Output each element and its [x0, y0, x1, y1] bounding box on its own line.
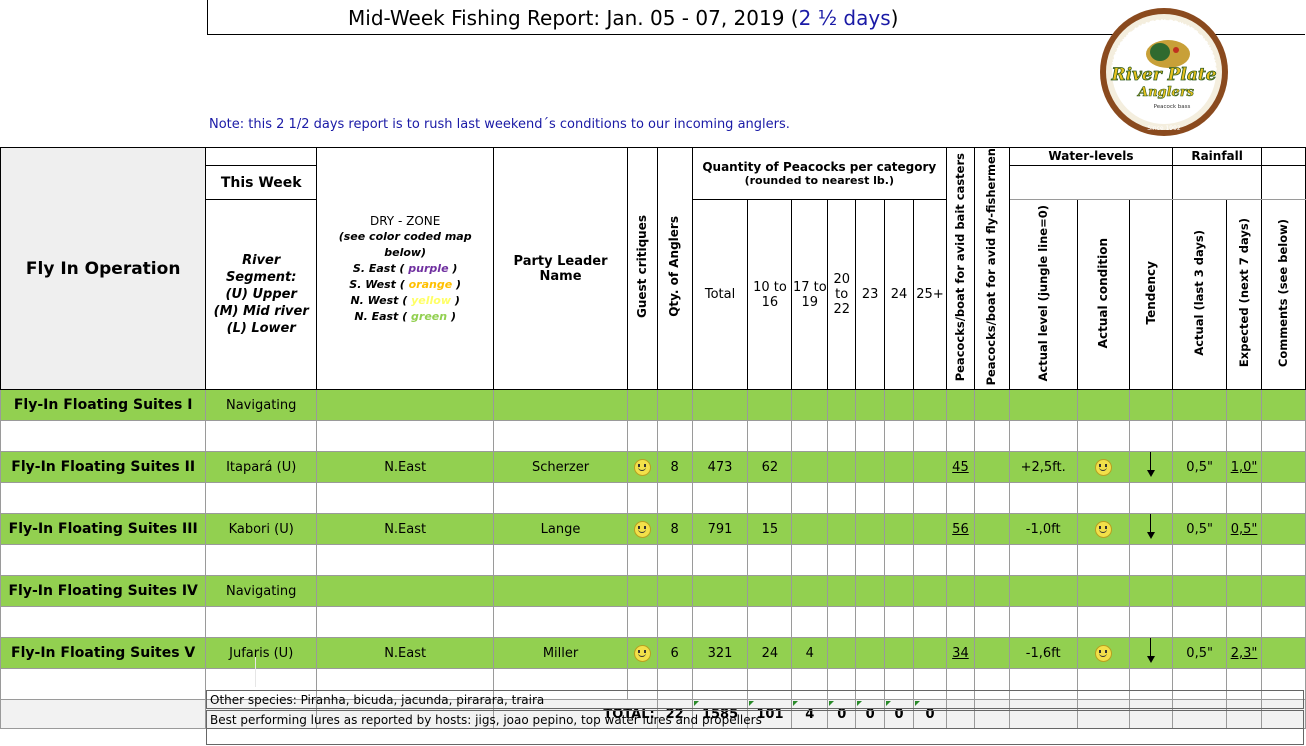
smiley-icon	[633, 644, 651, 662]
totals-row: TOTAL: 22 1585 101 4 0 0 0 0	[0, 699, 1306, 730]
report-title: Mid-Week Fishing Report: Jan. 05 - 07, 2…	[207, 0, 1305, 35]
c10-16-header: 10 to 16	[747, 199, 793, 391]
guest-critiques-header: Guest critiques	[626, 146, 658, 391]
total-label: TOTAL:	[493, 699, 658, 730]
rainfall-header: Rainfall	[1172, 147, 1262, 166]
peacocks-boat-fly-header: Peacocks/boat for avid fly-fishermen	[973, 146, 1010, 391]
peacocks-boat-bait-header: Peacocks/boat for avid bait casters	[945, 146, 975, 391]
river-segment-header: River Segment: (U) Upper (M) Mid river (…	[205, 199, 318, 391]
peacocks-boat-link[interactable]: 45	[945, 451, 975, 484]
actual-condition-header: Actual condition	[1076, 199, 1131, 391]
river-plate-anglers-logo: EXCLUSIVE AMAZON PRIVATE FISHERIES River…	[1098, 6, 1230, 138]
title-main: Mid-Week Fishing Report: Jan. 05 - 07, 2…	[348, 6, 799, 30]
table-row: Fly-In Floating Suites I Navigating	[0, 389, 1306, 422]
tendency-header: Tendency	[1129, 199, 1174, 391]
title-days: 2 ½ days	[798, 6, 891, 30]
logo-line1: River Plate	[1110, 65, 1216, 85]
c24-header: 24	[884, 199, 915, 391]
smiley-icon	[1095, 520, 1113, 538]
table-row: Fly-In Floating Suites III Kabori (U) N.…	[0, 513, 1306, 546]
total-col-header: Total	[691, 199, 749, 391]
peacocks-boat-link[interactable]: 56	[945, 513, 975, 546]
actual-level-header: Actual level (jungle line=0)	[1008, 199, 1078, 391]
table-row: Fly-In Floating Suites V Jufaris (U) N.E…	[0, 637, 1306, 670]
arrow-down-icon	[1146, 514, 1156, 541]
dry-zone-header: DRY - ZONE (see color coded map below) S…	[316, 146, 495, 391]
rain-actual-header: Actual (last 3 days)	[1172, 199, 1228, 391]
logo-since: Since 1992	[1147, 125, 1181, 132]
title-close: )	[890, 6, 899, 30]
empty-note-row	[206, 728, 1304, 745]
smiley-icon	[1095, 458, 1113, 476]
smiley-icon	[633, 458, 651, 476]
rain-expected-link[interactable]: 2,3"	[1226, 637, 1262, 670]
smiley-icon	[1095, 644, 1113, 662]
c20-22-header: 20 to 22	[827, 199, 857, 391]
c25-header: 25+	[913, 199, 947, 391]
other-species-note: Other species: Piranha, bicuda, jacunda,…	[206, 690, 1304, 709]
peacocks-boat-link[interactable]: 34	[945, 637, 975, 670]
fishing-report-table: Fly In Operation DRY - ZONE (see color c…	[0, 146, 1306, 730]
comments-header: Comments (see below)	[1261, 199, 1306, 391]
water-levels-header: Water-levels	[1008, 147, 1174, 166]
report-note: Note: this 2 1/2 days report is to rush …	[209, 117, 790, 132]
logo-line2: Anglers	[1136, 85, 1195, 100]
c17-19-header: 17 to 19	[791, 199, 829, 391]
qty-anglers-header: Qty. of Anglers	[656, 146, 693, 391]
rain-expected-link[interactable]: 1,0"	[1226, 451, 1262, 484]
smiley-icon	[633, 520, 651, 538]
qty-peacocks-header: Quantity of Peacocks per category (round…	[691, 146, 947, 201]
logo-sub: Peacock bass	[1154, 104, 1191, 110]
table-row: Fly-In Floating Suites II Itapará (U) N.…	[0, 451, 1306, 484]
table-row: Fly-In Floating Suites IV Navigating	[0, 575, 1306, 608]
arrow-down-icon	[1146, 638, 1156, 665]
c23-header: 23	[855, 199, 886, 391]
rain-expected-header: Expected (next 7 days)	[1226, 199, 1262, 391]
arrow-down-icon	[1146, 452, 1156, 479]
best-lures-note: Best performing lures as reported by hos…	[206, 710, 1304, 729]
rain-expected-link[interactable]: 0,5"	[1226, 513, 1262, 546]
fly-in-operation-header: Fly In Operation	[0, 146, 207, 391]
party-leader-header: Party Leader Name	[493, 146, 628, 391]
this-week-header: This Week	[205, 164, 318, 201]
